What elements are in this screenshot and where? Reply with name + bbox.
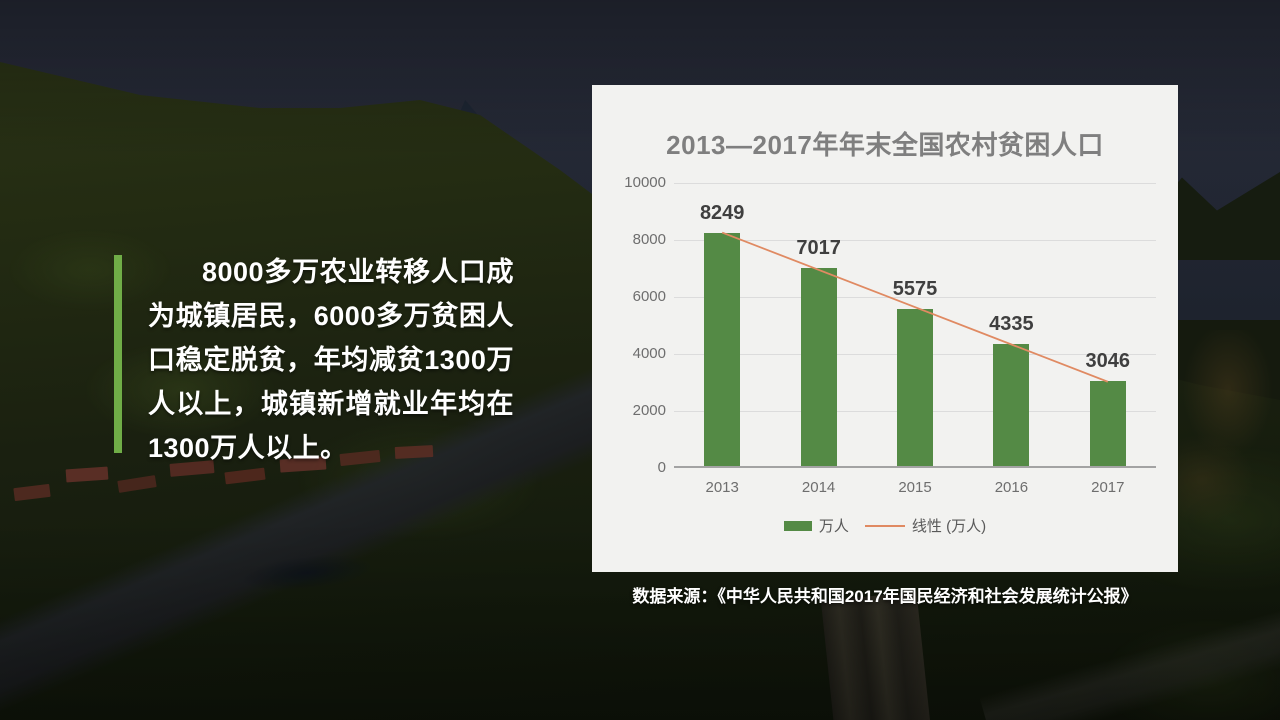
bar-value-label: 8249: [699, 201, 745, 224]
y-tick-label: 10000: [624, 174, 666, 191]
y-tick-label: 4000: [632, 345, 666, 362]
bar-2014: [800, 268, 837, 468]
chart-card: 2013—2017年年末全国农村贫困人口 0 2000 4000 6000 8000 10…: [592, 85, 1178, 572]
x-tick-label: 2016: [994, 479, 1029, 496]
bar-2015: [897, 309, 933, 468]
chart-legend: 万人 线性 (万人): [592, 515, 1178, 536]
plot-area: 0 2000 4000 6000 8000 10000 8249 2013 7017 2014 55…: [624, 174, 1156, 496]
legend-item-bars: 万人: [783, 515, 849, 536]
source-caption: 数据来源：《中华人民共和国2017年国民经济和社会发展统计公报》: [632, 587, 1138, 606]
bar-2013: [704, 232, 741, 468]
x-tick-label: 2014: [801, 479, 836, 496]
body-text: 8000多万农业转移人口成为城镇居民，6000多万贫困人口稳定脱贫，年均减贫13…: [148, 257, 514, 463]
bar-2016: [993, 344, 1030, 468]
legend-trendline-icon: [864, 524, 905, 527]
y-tick-label: 0: [657, 459, 666, 476]
x-tick-label: 2015: [898, 479, 932, 496]
trendline: [721, 231, 1109, 383]
chart-title: 2013—2017年年末全国农村贫困人口: [666, 130, 1104, 160]
y-tick-label: 2000: [632, 402, 666, 419]
legend-bar-swatch-icon: [783, 520, 812, 531]
bar-2017: [1089, 381, 1126, 468]
x-axis-line: [674, 466, 1156, 468]
y-tick-label: 6000: [632, 288, 666, 305]
x-tick-label: 2013: [705, 479, 739, 496]
gridline: [674, 296, 1156, 298]
bar-value-label: 4335: [989, 313, 1034, 336]
legend-item-trend: 线性 (万人): [864, 515, 987, 536]
legend-label-trend: 线性 (万人): [911, 518, 987, 535]
y-tick-label: 8000: [632, 231, 666, 248]
accent-bar: [114, 255, 122, 453]
x-tick-label: 2017: [1091, 479, 1125, 496]
gridline: [674, 239, 1156, 241]
legend-label-bars: 万人: [818, 518, 849, 535]
bar-value-label: 3046: [1085, 350, 1131, 373]
gridline: [674, 182, 1156, 184]
bar-value-label: 7017: [796, 237, 841, 260]
bar-value-label: 5575: [892, 278, 938, 301]
